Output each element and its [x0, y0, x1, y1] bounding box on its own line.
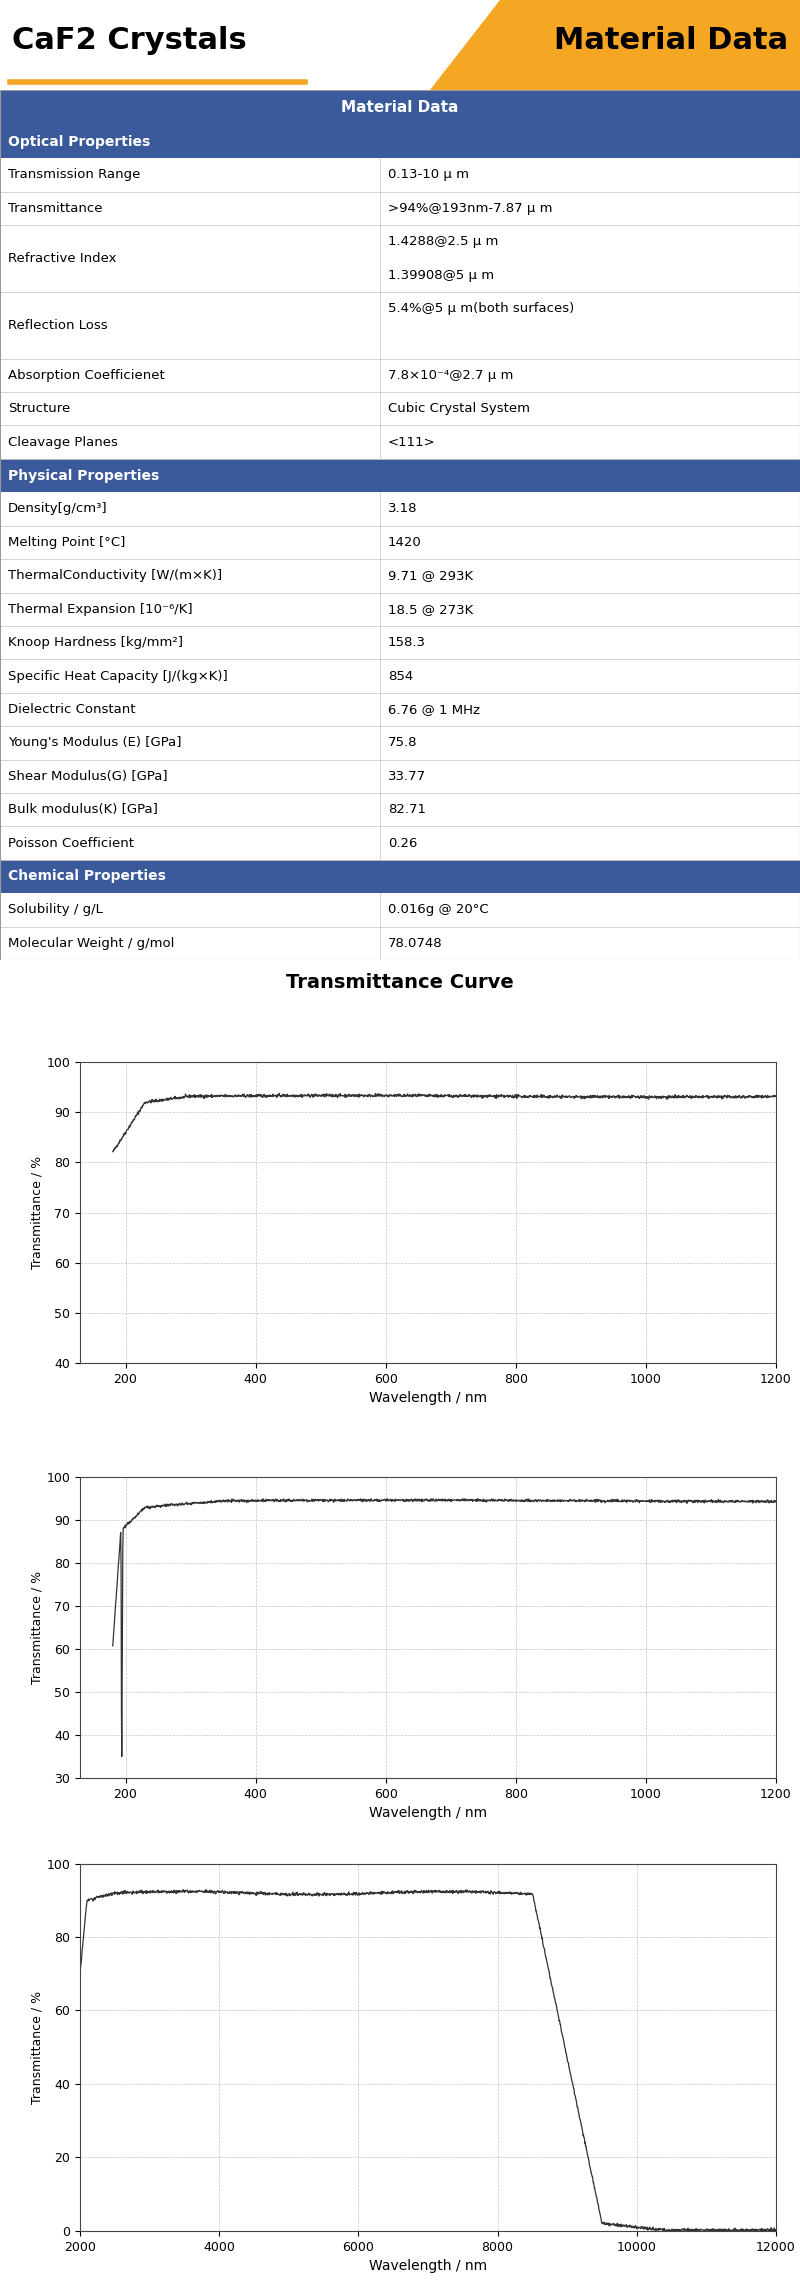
Text: 5.4%@5 μ m(both surfaces): 5.4%@5 μ m(both surfaces): [388, 302, 574, 316]
Text: Poisson Coefficient: Poisson Coefficient: [8, 837, 134, 849]
Text: 158.3: 158.3: [388, 636, 426, 650]
Text: 3.18: 3.18: [388, 503, 418, 515]
Text: 0.26: 0.26: [388, 837, 418, 849]
Text: Molecular Weight / g/mol: Molecular Weight / g/mol: [8, 936, 174, 950]
Text: 7.8×10⁻⁴@2.7 μ m: 7.8×10⁻⁴@2.7 μ m: [388, 368, 514, 382]
Text: 18.5 @ 273K: 18.5 @ 273K: [388, 602, 474, 615]
Text: 82.71: 82.71: [388, 803, 426, 817]
Text: 9.71 @ 293K: 9.71 @ 293K: [388, 570, 473, 583]
X-axis label: Wavelength / nm: Wavelength / nm: [369, 2258, 487, 2272]
Text: <111>: <111>: [388, 435, 436, 448]
Text: Density[g/cm³]: Density[g/cm³]: [8, 503, 108, 515]
Bar: [0, 794, 800, 826]
Bar: [0, 224, 800, 293]
Bar: [0, 89, 800, 126]
Text: Young's Modulus (E) [GPa]: Young's Modulus (E) [GPa]: [8, 737, 182, 750]
Bar: [0, 627, 800, 659]
Bar: [0, 760, 800, 794]
Text: Refractive Index: Refractive Index: [8, 252, 117, 265]
Text: 0.016g @ 20°C: 0.016g @ 20°C: [388, 904, 489, 917]
Text: Absorption Coefficienet: Absorption Coefficienet: [8, 368, 165, 382]
X-axis label: Wavelength / nm: Wavelength / nm: [369, 1391, 487, 1405]
Text: 854: 854: [388, 670, 414, 682]
Text: Transmittance Curve: Transmittance Curve: [286, 972, 514, 993]
Text: Knoop Hardness [kg/mm²]: Knoop Hardness [kg/mm²]: [8, 636, 183, 650]
Text: 1.4288@2.5 μ m: 1.4288@2.5 μ m: [388, 236, 498, 247]
Bar: [0, 391, 800, 426]
Bar: [0, 492, 800, 526]
Text: Material Data: Material Data: [342, 101, 458, 114]
Text: Optical Properties: Optical Properties: [8, 135, 150, 149]
Text: Chemical Properties: Chemical Properties: [8, 869, 166, 883]
Text: 1420: 1420: [388, 535, 422, 549]
Bar: [0, 693, 800, 725]
Text: Solubility / g/L: Solubility / g/L: [8, 904, 103, 917]
Bar: [0, 826, 800, 860]
Bar: [0, 927, 800, 961]
Bar: [0, 659, 800, 693]
Text: Transmittance: Transmittance: [8, 201, 102, 215]
Text: Physical Properties: Physical Properties: [8, 469, 159, 483]
Y-axis label: Transmittance / %: Transmittance / %: [30, 1155, 44, 1270]
Text: Thermal Expansion [10⁻⁶/K]: Thermal Expansion [10⁻⁶/K]: [8, 602, 193, 615]
Text: Specific Heat Capacity [J/(kg×K)]: Specific Heat Capacity [J/(kg×K)]: [8, 670, 228, 682]
Text: >94%@193nm-7.87 μ m: >94%@193nm-7.87 μ m: [388, 201, 553, 215]
Bar: [0, 126, 800, 158]
Bar: [0, 293, 800, 359]
Text: Structure: Structure: [8, 403, 70, 414]
Bar: [0, 192, 800, 224]
Text: Bulk modulus(K) [GPa]: Bulk modulus(K) [GPa]: [8, 803, 158, 817]
Text: ThermalConductivity [W/(m×K)]: ThermalConductivity [W/(m×K)]: [8, 570, 222, 583]
Text: Dielectric Constant: Dielectric Constant: [8, 702, 135, 716]
Text: 75.8: 75.8: [388, 737, 418, 750]
Text: Material Data: Material Data: [554, 25, 788, 55]
Bar: [0, 359, 800, 391]
Bar: [0, 860, 800, 892]
Bar: [0, 526, 800, 558]
Bar: [0, 593, 800, 627]
Text: Shear Modulus(G) [GPa]: Shear Modulus(G) [GPa]: [8, 769, 168, 782]
Text: 78.0748: 78.0748: [388, 936, 442, 950]
Text: 6.76 @ 1 MHz: 6.76 @ 1 MHz: [388, 702, 480, 716]
Text: Cleavage Planes: Cleavage Planes: [8, 435, 118, 448]
Text: 1.39908@5 μ m: 1.39908@5 μ m: [388, 268, 494, 281]
Bar: [0, 460, 800, 492]
Bar: [0, 426, 800, 460]
Bar: [0, 158, 800, 192]
Text: CaF2 Crystals: CaF2 Crystals: [12, 25, 246, 55]
Bar: [0, 558, 800, 593]
Text: 0.13-10 μ m: 0.13-10 μ m: [388, 169, 469, 181]
Bar: [0, 892, 800, 927]
Text: Reflection Loss: Reflection Loss: [8, 318, 108, 332]
Polygon shape: [430, 0, 800, 89]
Text: Melting Point [°C]: Melting Point [°C]: [8, 535, 126, 549]
Text: Transmission Range: Transmission Range: [8, 169, 140, 181]
Y-axis label: Transmittance / %: Transmittance / %: [30, 1572, 44, 1684]
Text: Cubic Crystal System: Cubic Crystal System: [388, 403, 530, 414]
X-axis label: Wavelength / nm: Wavelength / nm: [369, 1805, 487, 1819]
Bar: [0, 725, 800, 760]
Text: 33.77: 33.77: [388, 769, 426, 782]
Y-axis label: Transmittance / %: Transmittance / %: [30, 1991, 44, 2103]
